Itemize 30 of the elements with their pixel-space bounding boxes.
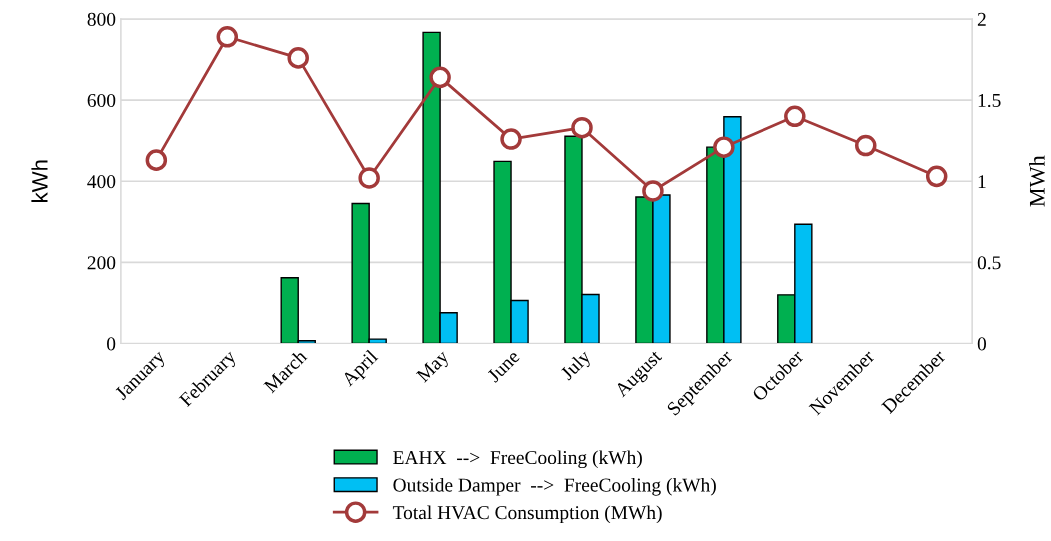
point [642,180,664,202]
point [216,26,239,48]
y2-axis-title: MWh [1029,155,1045,207]
point [358,167,380,189]
y-tick-label: 0 [107,337,116,351]
y2-tick-label: 0 [977,337,987,351]
legend-label: Total HVAC Consumption (MWh) [392,505,662,524]
y2-tick-label: 0.5 [977,256,1001,270]
point [713,136,735,158]
x-tick-label: May [415,348,453,386]
point [854,134,877,157]
point [500,128,522,150]
point [145,149,168,171]
y-axis-title: kWh [31,160,48,202]
point [429,66,451,89]
y-tick-label: 600 [87,93,116,108]
point [784,105,806,128]
point [925,165,948,188]
legend-label: Outside Damper --> FreeCooling (kWh) [393,477,716,496]
y-tick-label: 800 [87,12,116,26]
y2-tick-label: 1 [978,175,986,188]
point [287,47,309,69]
y2-tick-label: 1.5 [978,93,1001,108]
y2-tick-label: 2 [977,12,986,26]
y-tick-label: 200 [87,256,116,270]
x-tick-label: June [486,349,521,383]
legend-label: EAHX --> FreeCooling (kWh) [393,450,642,469]
x-tick-label: July [559,348,595,384]
point [571,116,593,139]
y-tick-label: 400 [87,175,116,189]
